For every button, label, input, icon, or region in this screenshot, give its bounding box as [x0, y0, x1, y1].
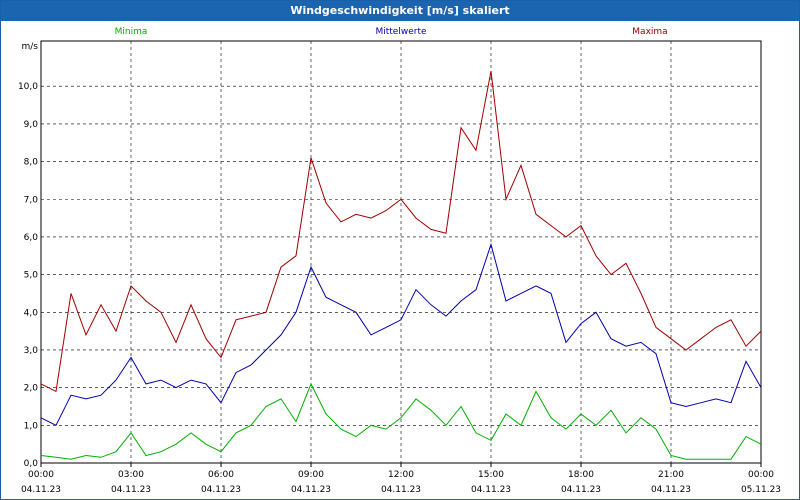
- x-tick-date-label: 04.11.23: [651, 485, 691, 495]
- legend-label-minima: Minima: [115, 27, 148, 37]
- y-tick-label: 7,0: [24, 195, 39, 205]
- y-tick-label: 5,0: [24, 271, 39, 281]
- y-tick-label: 1,0: [24, 421, 39, 431]
- x-tick-time-label: 15:00: [478, 470, 504, 480]
- x-tick-date-label: 04.11.23: [471, 485, 511, 495]
- y-tick-label: 6,0: [24, 233, 39, 243]
- series-line-maxima: [40, 71, 762, 393]
- x-tick-date-label: 04.11.23: [291, 485, 331, 495]
- y-tick-label: 2,0: [24, 384, 39, 394]
- x-tick-date-label: 05.11.23: [741, 485, 781, 495]
- legend-label-maxima: Maxima: [632, 27, 667, 37]
- series-line-minima: [40, 382, 762, 460]
- y-tick-label: 3,0: [24, 346, 39, 356]
- x-tick-date-label: 04.11.23: [381, 485, 421, 495]
- y-tick-label: 10,0: [18, 82, 38, 92]
- series-line-mittelwerte: [40, 242, 762, 426]
- x-tick-date-label: 04.11.23: [561, 485, 601, 495]
- y-tick-label: 9,0: [24, 120, 39, 130]
- chart-title: Windgeschwindigkeit [m/s] skaliert: [1, 1, 799, 21]
- legend-label-mittelwerte: Mittelwerte: [375, 27, 426, 37]
- x-tick-time-label: 12:00: [388, 470, 414, 480]
- y-tick-label: 0,0: [24, 459, 39, 469]
- x-tick-time-label: 09:00: [298, 470, 324, 480]
- x-tick-time-label: 00:00: [28, 470, 54, 480]
- x-tick-date-label: 04.11.23: [21, 485, 61, 495]
- x-tick-time-label: 06:00: [208, 470, 234, 480]
- x-tick-time-label: 21:00: [658, 470, 684, 480]
- x-tick-date-label: 04.11.23: [201, 485, 241, 495]
- y-tick-label: 4,0: [24, 308, 39, 318]
- line-chart: 0,0 1,0 2,0 3,0 4,0 5,0 6,0 7,0 8,0 9,0 10,0 00:00 0…: [18, 27, 781, 495]
- x-tick-time-label: 03:00: [118, 470, 144, 480]
- y-axis-label: m/s: [22, 42, 39, 52]
- x-tick-time-label: 18:00: [568, 470, 594, 480]
- x-tick-date-label: 04.11.23: [111, 485, 151, 495]
- y-tick-label: 8,0: [24, 158, 39, 168]
- x-tick-time-label: 00:00: [748, 470, 774, 480]
